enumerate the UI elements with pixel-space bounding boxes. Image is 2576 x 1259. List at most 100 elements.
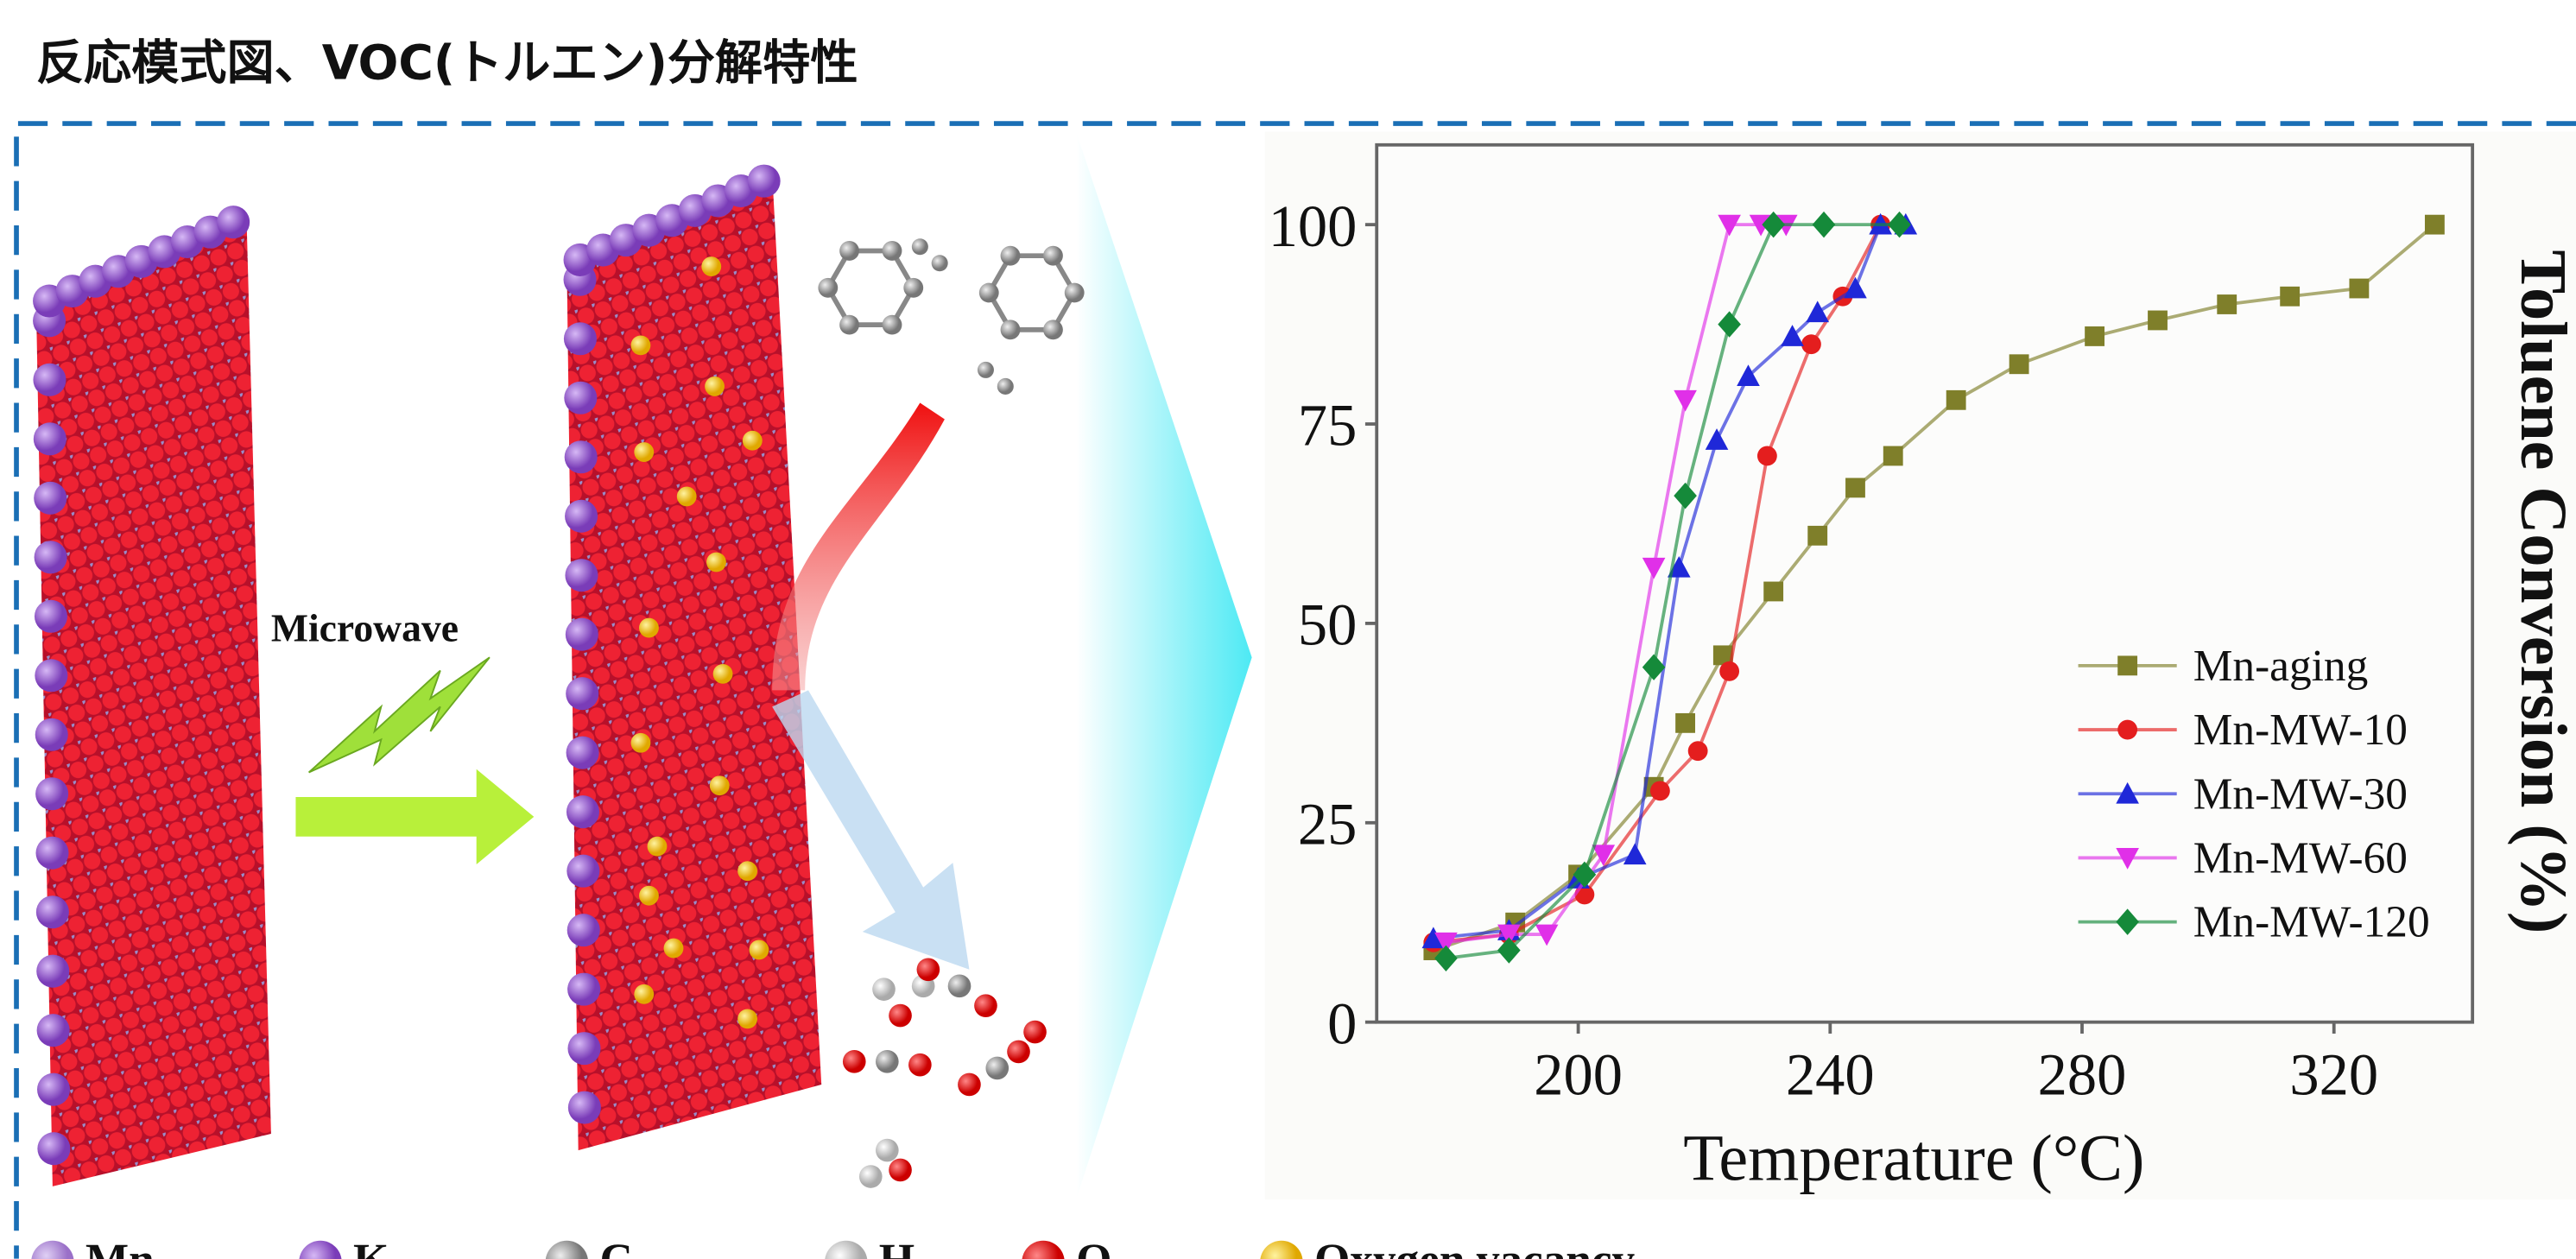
vacancy xyxy=(743,431,763,451)
c-atom xyxy=(1001,246,1021,266)
marker xyxy=(1801,334,1821,354)
vacancy xyxy=(648,837,668,857)
k-atom xyxy=(34,482,66,515)
marker xyxy=(2280,287,2300,307)
k-atom xyxy=(35,659,67,692)
atom xyxy=(908,1053,932,1077)
legend-label: Mn-MW-30 xyxy=(2193,769,2408,819)
atom xyxy=(1023,1021,1047,1044)
marker xyxy=(1650,781,1670,800)
atom xyxy=(932,255,948,271)
atom-label: O xyxy=(1076,1235,1111,1259)
k-atom xyxy=(564,382,597,414)
atom xyxy=(889,1004,912,1028)
k-atom xyxy=(35,777,68,810)
vacancy xyxy=(639,886,659,906)
k-atom xyxy=(35,837,68,870)
k-atom xyxy=(37,1014,70,1047)
y-tick-label: 50 xyxy=(1298,592,1357,658)
vacancy xyxy=(701,256,721,276)
x-axis-label: Temperature (°C) xyxy=(1683,1122,2144,1194)
k-atom xyxy=(564,322,597,355)
atom-label: H xyxy=(879,1235,915,1259)
k-atom xyxy=(566,677,598,710)
y-tick-label: 75 xyxy=(1298,393,1357,459)
vacancy xyxy=(664,939,684,958)
k-atom xyxy=(568,1091,601,1124)
atom-label: K xyxy=(353,1235,389,1259)
atom-label: Oxygen vacancy xyxy=(1314,1235,1636,1259)
k-atom xyxy=(566,855,599,888)
x-tick-label: 280 xyxy=(2038,1041,2127,1107)
c-atom xyxy=(1043,246,1063,266)
k-atom xyxy=(565,500,598,533)
atom xyxy=(958,1073,981,1097)
legend-marker xyxy=(2117,720,2137,740)
k-atom xyxy=(34,422,66,455)
legend-label: Mn-MW-60 xyxy=(2193,834,2408,883)
k-atom xyxy=(35,600,67,633)
vacancy xyxy=(705,376,725,396)
k-atom xyxy=(33,364,66,396)
atom-label: C xyxy=(599,1235,632,1259)
marker xyxy=(2217,294,2237,314)
atom xyxy=(872,977,896,1001)
c-atom xyxy=(979,283,999,303)
k-atom xyxy=(35,718,68,751)
c-atom xyxy=(903,278,923,298)
y-tick-label: 25 xyxy=(1298,792,1357,857)
arrow-label: Microwave xyxy=(271,605,459,649)
k-atom xyxy=(567,973,600,1006)
vacancy xyxy=(634,442,654,462)
c-atom xyxy=(839,315,859,335)
marker xyxy=(1688,741,1708,761)
marker xyxy=(1883,446,1903,466)
marker xyxy=(1807,526,1827,546)
c-atom xyxy=(839,241,859,261)
vacancy xyxy=(737,1009,757,1028)
atom xyxy=(985,1057,1009,1080)
page-title: 反応模式図、VOC(トルエン)分解特性 xyxy=(36,36,858,92)
c-atom xyxy=(1065,283,1085,303)
k-atom xyxy=(748,165,781,198)
slab xyxy=(36,214,271,1186)
k-atom xyxy=(37,1132,70,1165)
marker xyxy=(2085,326,2104,346)
atom xyxy=(974,994,997,1017)
vacancy xyxy=(677,486,697,506)
atom xyxy=(876,1050,899,1073)
k-atom xyxy=(566,737,599,769)
atom xyxy=(948,975,972,998)
marker xyxy=(2349,279,2369,299)
k-atom xyxy=(35,541,67,573)
vacancy xyxy=(634,984,654,1004)
marker xyxy=(2148,311,2168,331)
k-atom xyxy=(565,559,598,592)
atom-label: Mn xyxy=(85,1235,155,1259)
vacancy xyxy=(710,775,730,795)
x-tick-label: 320 xyxy=(2289,1041,2378,1107)
legend-label: Mn-MW-10 xyxy=(2193,705,2408,755)
c-atom xyxy=(1001,319,1021,339)
x-tick-label: 200 xyxy=(1534,1041,1623,1107)
y-axis-label: Toluene Conversion (%) xyxy=(2507,250,2576,933)
atom xyxy=(997,378,1014,395)
vacancy xyxy=(631,335,651,355)
vacancy xyxy=(639,618,659,638)
atom xyxy=(912,238,928,255)
k-atom xyxy=(37,1073,70,1106)
vacancy xyxy=(706,553,726,573)
k-atom xyxy=(566,618,598,651)
k-atom xyxy=(565,440,598,473)
figure: 反応模式図、VOC(トルエン)分解特性 Microwave Mn K C H O Oxyg… xyxy=(0,0,2576,1259)
vacancy xyxy=(631,733,651,753)
marker xyxy=(1757,446,1777,466)
c-atom xyxy=(818,278,838,298)
k-atom xyxy=(567,914,600,946)
c-atom xyxy=(883,315,902,335)
atom xyxy=(843,1050,866,1073)
marker xyxy=(1845,478,1865,497)
marker xyxy=(1675,713,1695,733)
atom xyxy=(889,1159,912,1182)
legend-label: Mn-MW-120 xyxy=(2193,898,2430,947)
